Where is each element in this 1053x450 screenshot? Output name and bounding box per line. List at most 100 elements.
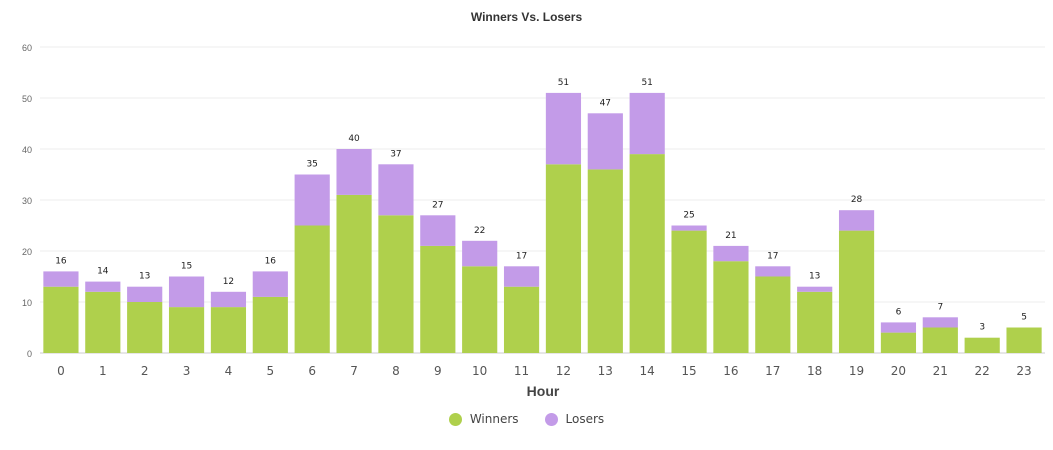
grid-lines: [40, 46, 1045, 354]
y-tick-label: 40: [22, 145, 32, 155]
bar-losers-17[interactable]: [755, 266, 791, 277]
y-tick-label: 50: [22, 94, 32, 104]
y-tick-label: 10: [22, 298, 32, 308]
bar-losers-12[interactable]: [545, 92, 582, 165]
x-tick-label: 10: [472, 364, 487, 378]
x-tick-label: 19: [849, 364, 864, 378]
bar-winners-5[interactable]: [252, 296, 288, 353]
bar-winners-1[interactable]: [85, 291, 121, 353]
x-axis-label: Hour: [527, 383, 560, 399]
data-label: 16: [265, 256, 277, 266]
bar-losers-8[interactable]: [378, 164, 414, 216]
y-tick-label: 20: [22, 247, 32, 257]
legend-losers-swatch: [544, 412, 558, 426]
bar-losers-18[interactable]: [797, 286, 833, 292]
x-tick-label: 17: [765, 364, 780, 378]
x-tick-label: 3: [183, 364, 191, 378]
legend: Winners Losers: [0, 412, 1053, 426]
data-label: 37: [390, 149, 401, 159]
x-tick-label: 1: [99, 364, 107, 378]
bar-losers-19[interactable]: [838, 210, 875, 231]
bar-losers-2[interactable]: [127, 286, 163, 302]
x-tick-label: 22: [975, 364, 990, 378]
data-label: 22: [474, 226, 485, 236]
bar-losers-3[interactable]: [168, 276, 205, 308]
data-labels: 1614131512163540372722175147512521171328…: [55, 78, 1027, 333]
bar-winners-6[interactable]: [294, 225, 330, 354]
bars: [43, 92, 1042, 354]
data-label: 14: [97, 267, 109, 277]
x-tick-label: 13: [598, 364, 613, 378]
data-label: 21: [725, 231, 736, 241]
data-label: 7: [937, 302, 943, 312]
data-label: 6: [896, 307, 902, 317]
bar-winners-8[interactable]: [378, 215, 414, 353]
data-label: 16: [55, 256, 67, 266]
bar-losers-1[interactable]: [85, 281, 121, 292]
y-tick-label: 30: [22, 196, 32, 206]
x-tick-label: 16: [723, 364, 738, 378]
bar-losers-7[interactable]: [336, 149, 372, 195]
bar-losers-15[interactable]: [671, 225, 707, 231]
x-tick-label: 8: [392, 364, 400, 378]
y-tick-label: 60: [22, 43, 32, 53]
data-label: 17: [767, 251, 778, 261]
bar-winners-3[interactable]: [168, 307, 205, 353]
bar-losers-5[interactable]: [252, 271, 288, 297]
x-tick-label: 23: [1016, 364, 1031, 378]
x-tick-label: 0: [57, 364, 65, 378]
x-tick-label: 21: [933, 364, 948, 378]
bar-winners-7[interactable]: [336, 194, 372, 353]
bar-winners-20[interactable]: [880, 332, 917, 353]
data-label: 17: [516, 251, 527, 261]
bar-winners-11[interactable]: [503, 286, 540, 353]
bar-winners-16[interactable]: [713, 261, 749, 353]
bar-winners-21[interactable]: [922, 327, 958, 354]
x-tick-label: 12: [556, 364, 571, 378]
bar-winners-2[interactable]: [127, 302, 163, 353]
bar-losers-13[interactable]: [587, 113, 623, 170]
legend-item-winners[interactable]: Winners: [448, 412, 519, 426]
x-tick-label: 4: [225, 364, 233, 378]
bar-winners-12[interactable]: [545, 164, 582, 353]
data-label: 25: [683, 211, 694, 221]
bar-winners-10[interactable]: [462, 266, 498, 353]
x-tick-label: 14: [640, 364, 655, 378]
bar-losers-21[interactable]: [922, 317, 958, 328]
bar-losers-14[interactable]: [629, 92, 665, 155]
y-tick-label: 0: [27, 349, 32, 359]
bar-winners-17[interactable]: [755, 276, 791, 354]
bar-winners-13[interactable]: [587, 169, 623, 353]
bar-losers-9[interactable]: [420, 215, 456, 246]
legend-winners-swatch: [448, 412, 462, 426]
legend-winners-label: Winners: [469, 412, 519, 426]
x-tick-label: 9: [434, 364, 442, 378]
y-axis-ticks: 0 10 20 30 40 50 60: [22, 43, 32, 359]
bar-losers-4[interactable]: [210, 291, 247, 308]
bar-winners-18[interactable]: [797, 291, 833, 353]
legend-losers-label: Losers: [565, 412, 605, 426]
data-label: 27: [432, 200, 443, 210]
bar-winners-19[interactable]: [838, 230, 875, 353]
data-label: 13: [139, 272, 150, 282]
bar-winners-15[interactable]: [671, 230, 707, 353]
bar-winners-14[interactable]: [629, 154, 665, 353]
bar-winners-9[interactable]: [420, 245, 456, 353]
bar-winners-22[interactable]: [964, 337, 1000, 353]
x-tick-label: 5: [266, 364, 274, 378]
bar-winners-0[interactable]: [43, 286, 79, 353]
bar-losers-11[interactable]: [503, 266, 540, 287]
bar-winners-4[interactable]: [210, 307, 247, 353]
bar-losers-20[interactable]: [880, 322, 917, 333]
bar-losers-10[interactable]: [462, 240, 498, 267]
data-label: 47: [600, 98, 611, 108]
x-tick-label: 6: [308, 364, 316, 378]
bar-losers-6[interactable]: [294, 174, 330, 226]
bar-losers-16[interactable]: [713, 245, 749, 262]
legend-item-losers[interactable]: Losers: [544, 412, 605, 426]
data-label: 51: [558, 78, 569, 88]
data-label: 40: [348, 134, 360, 144]
bar-losers-0[interactable]: [43, 271, 79, 287]
bar-winners-23[interactable]: [1006, 327, 1042, 354]
